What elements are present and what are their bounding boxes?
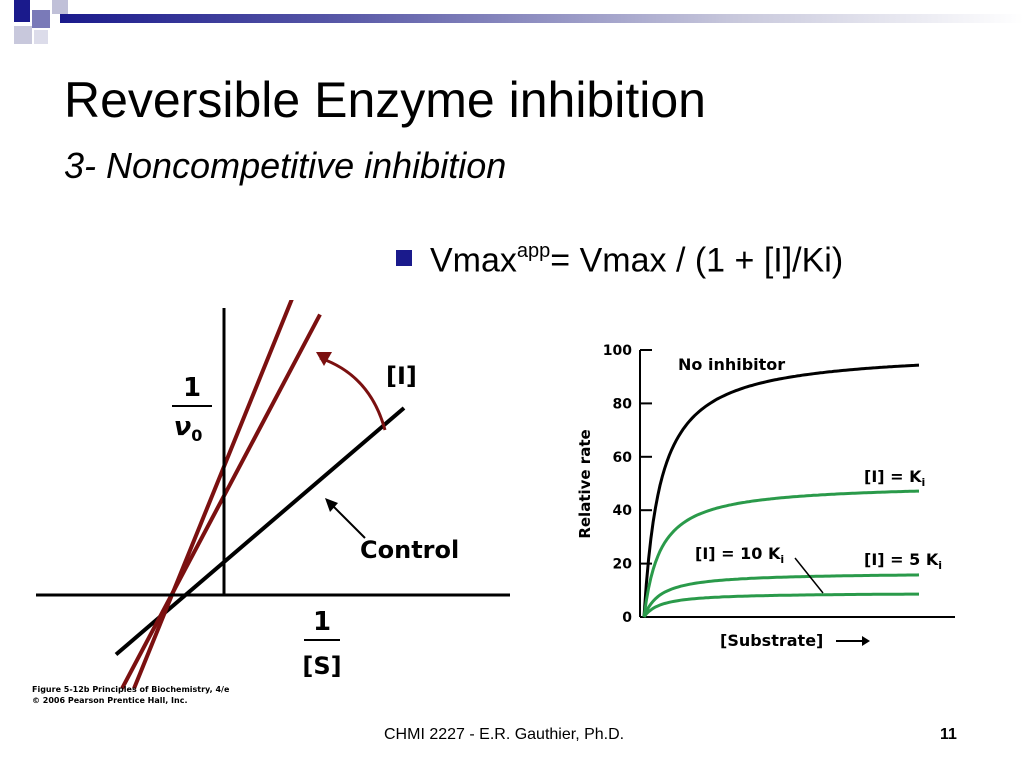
decor-square	[14, 26, 32, 44]
ylabel-denominator: ν0	[174, 412, 203, 445]
series-label-i-eq-10ki: [I] = 10 Ki	[695, 544, 784, 566]
decor-gradient-bar	[60, 14, 1024, 23]
decor-square	[14, 0, 30, 22]
figure-caption-line-1: Figure 5-12b Principles of Biochemistry,…	[32, 685, 230, 694]
lineweaver-burk-plot: 1 ν0 [I] Control 1 [S] Figure 5-12b Prin…	[32, 300, 510, 705]
control-pointer-head-icon	[325, 498, 338, 512]
decor-square	[52, 0, 68, 14]
series-label-no-inhibitor: No inhibitor	[678, 355, 785, 374]
series-label-i-eq-ki: [I] = Ki	[864, 467, 925, 489]
slide-subtitle: 3- Noncompetitive inhibition	[64, 145, 507, 186]
x-axis-arrow-icon	[862, 636, 870, 646]
arrow-head-icon	[316, 352, 332, 366]
x-axis-label: [Substrate]	[720, 631, 823, 650]
bullet-item: Vmaxapp= Vmax / (1 + [I]/Ki)	[396, 230, 843, 283]
curve-inhibited	[642, 592, 919, 618]
decor-square	[32, 10, 50, 28]
y-axis-label: Relative rate	[576, 429, 594, 538]
inhibitor-arrow-icon	[319, 356, 387, 431]
bullet-prefix: Vmax	[430, 241, 517, 280]
ylabel-numerator: 1	[183, 373, 201, 403]
y-tick-label: 60	[613, 450, 633, 466]
series-label-i-eq-5ki: [I] = 5 Ki	[864, 550, 942, 572]
curve-inhibited	[642, 489, 919, 618]
series-pointer-line	[794, 557, 824, 594]
curve-no-inhibitor	[642, 363, 920, 618]
decor-square	[34, 30, 48, 44]
control-label: Control	[360, 536, 459, 564]
y-tick-label: 100	[603, 343, 632, 359]
footer-text: CHMI 2227 - E.R. Gauthier, Ph.D.	[384, 726, 625, 743]
xlabel-numerator: 1	[313, 607, 331, 637]
inhibited-line	[132, 300, 294, 690]
y-tick-label: 20	[613, 557, 633, 573]
curve-inhibited	[642, 573, 920, 618]
inhibitor-label: [I]	[386, 362, 417, 390]
bullet-superscript: app	[516, 240, 551, 262]
page-number: 11	[940, 726, 957, 743]
control-pointer-line	[329, 502, 366, 539]
slide-header-decoration	[0, 0, 1024, 50]
figure-caption-line-2: © 2006 Pearson Prentice Hall, Inc.	[32, 696, 188, 705]
y-tick-label: 80	[613, 396, 633, 412]
michaelis-menten-plot: 0 20 40 60 80 100 Relative rate [Substrate] N…	[576, 343, 955, 650]
bullet-suffix: = Vmax / (1 + [I]/Ki)	[550, 241, 844, 280]
inhibited-line	[120, 313, 322, 690]
bullet-square-icon	[396, 250, 412, 267]
xlabel-denominator: [S]	[302, 652, 341, 680]
slide-title: Reversible Enzyme inhibition	[64, 72, 706, 128]
y-tick-label: 0	[622, 610, 632, 626]
y-tick-label: 40	[613, 503, 633, 519]
